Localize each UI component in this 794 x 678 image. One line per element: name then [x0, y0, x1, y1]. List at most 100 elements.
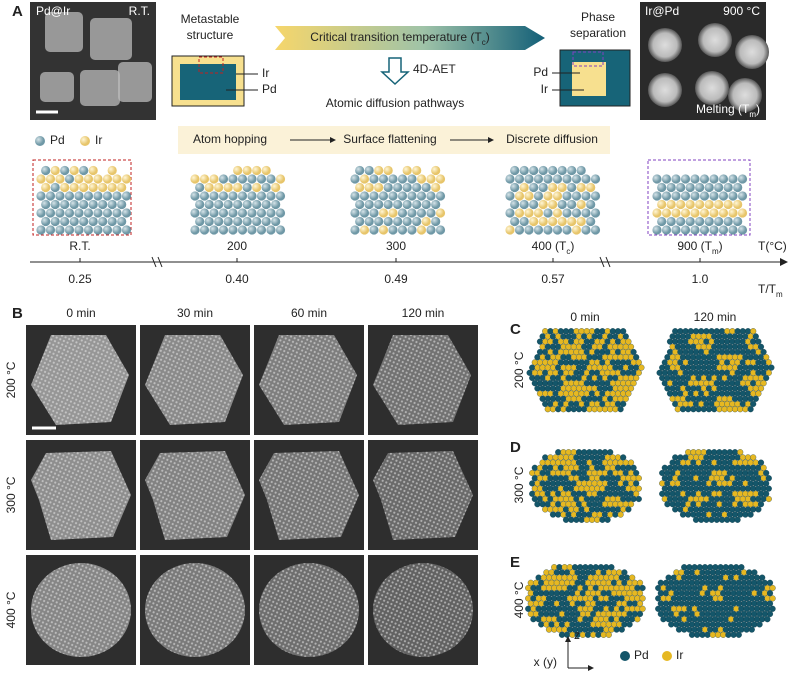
atom [79, 199, 89, 210]
atom [718, 191, 729, 201]
atom [694, 579, 701, 586]
atom [690, 459, 697, 466]
atom [600, 610, 607, 618]
atom [711, 480, 718, 487]
atom [709, 621, 716, 628]
atom [699, 610, 706, 618]
atom [117, 216, 127, 227]
atom [717, 574, 724, 581]
atom [718, 225, 729, 235]
atom [595, 600, 602, 607]
atom [583, 390, 590, 397]
atom [617, 511, 624, 518]
atom [737, 490, 744, 497]
atom [630, 475, 637, 482]
atom [571, 225, 582, 235]
text-part: ) [756, 102, 760, 116]
atom [530, 616, 537, 623]
atom [544, 480, 551, 487]
atom [735, 610, 742, 618]
atom [681, 595, 688, 602]
atom [542, 454, 549, 461]
atom [742, 469, 749, 477]
atom [696, 595, 703, 602]
atom [670, 616, 677, 623]
atom [750, 475, 757, 482]
atom [561, 574, 568, 581]
atom [79, 182, 89, 193]
atom [695, 354, 702, 361]
atom [581, 208, 591, 218]
atom [552, 495, 559, 503]
atom [548, 569, 555, 576]
atom [694, 569, 701, 576]
atom [584, 600, 592, 607]
atom [744, 464, 752, 471]
atom [617, 501, 624, 508]
atom [753, 616, 761, 623]
atom [605, 631, 612, 638]
atom [752, 343, 759, 350]
atom [596, 511, 603, 518]
atom [560, 501, 567, 508]
atom [575, 501, 583, 508]
atom [661, 191, 672, 201]
atom [561, 584, 568, 592]
atom [69, 165, 79, 176]
atom [626, 600, 633, 607]
atom [622, 459, 629, 466]
atom [733, 584, 740, 592]
atom [609, 475, 616, 482]
atom [730, 610, 737, 618]
atom [700, 501, 707, 508]
atom [690, 449, 697, 456]
atom [690, 490, 697, 497]
atom [700, 459, 707, 466]
atom [579, 600, 586, 607]
atom [271, 216, 281, 227]
ratio-label: 0.49 [384, 272, 408, 286]
atom [692, 400, 700, 408]
atom [573, 506, 580, 513]
atom [695, 333, 702, 340]
atom [531, 464, 538, 471]
atom [562, 328, 570, 335]
atom [713, 369, 720, 376]
atom [552, 338, 559, 345]
atom [594, 380, 601, 387]
atom [538, 621, 545, 628]
atom [686, 626, 693, 633]
atom [687, 475, 694, 482]
atom [514, 208, 525, 218]
atom [740, 621, 748, 628]
atom [228, 174, 238, 184]
atom [586, 354, 593, 361]
atom [744, 495, 752, 503]
atom [557, 359, 564, 366]
stage-banner [178, 126, 610, 154]
atom [527, 610, 534, 618]
atom [98, 182, 108, 193]
atom [727, 584, 735, 592]
atom [612, 385, 619, 392]
atom [728, 208, 738, 218]
atom [564, 579, 571, 586]
atom [596, 395, 603, 402]
atom [565, 385, 572, 392]
atom [539, 354, 546, 361]
atom [726, 490, 733, 497]
atom [636, 600, 644, 607]
atom [712, 584, 719, 592]
atom [756, 610, 763, 618]
atom [688, 569, 696, 576]
atom [618, 595, 625, 602]
atom [569, 590, 576, 597]
atom [568, 369, 575, 376]
atom [627, 374, 635, 382]
atom [669, 343, 676, 350]
atom [555, 511, 562, 518]
atom [60, 216, 70, 227]
atom [737, 459, 744, 466]
atom [659, 490, 666, 497]
image-label: Ir@Pd [645, 4, 679, 18]
